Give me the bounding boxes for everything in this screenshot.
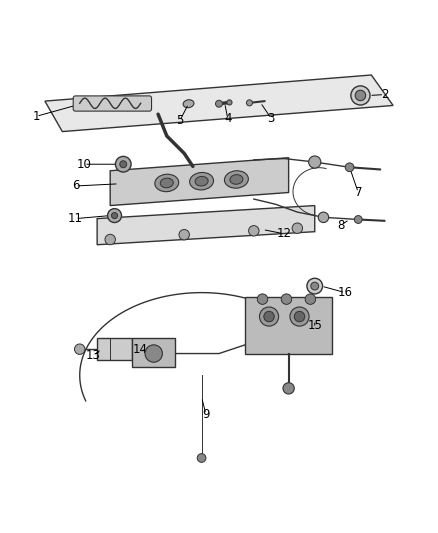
Circle shape [309, 156, 321, 168]
Text: 12: 12 [277, 228, 292, 240]
Text: 6: 6 [72, 180, 79, 192]
Text: 9: 9 [202, 408, 210, 421]
Circle shape [311, 282, 319, 290]
Circle shape [179, 230, 189, 240]
Ellipse shape [155, 174, 179, 192]
Text: 8: 8 [337, 219, 345, 232]
Ellipse shape [160, 178, 173, 188]
Text: 10: 10 [77, 158, 92, 171]
Circle shape [292, 223, 303, 233]
Text: 3: 3 [268, 112, 275, 125]
Circle shape [318, 212, 328, 223]
Ellipse shape [224, 171, 248, 188]
Polygon shape [132, 338, 176, 367]
Circle shape [227, 100, 232, 105]
Text: 2: 2 [381, 88, 388, 101]
Polygon shape [97, 338, 132, 360]
Text: 4: 4 [224, 112, 231, 125]
Polygon shape [97, 206, 315, 245]
Circle shape [283, 383, 294, 394]
Circle shape [290, 307, 309, 326]
Text: 13: 13 [85, 349, 100, 362]
Circle shape [355, 90, 366, 101]
Circle shape [197, 454, 206, 462]
Circle shape [259, 307, 279, 326]
Circle shape [112, 213, 117, 219]
Polygon shape [245, 297, 332, 353]
Circle shape [120, 161, 127, 168]
Circle shape [74, 344, 85, 354]
Circle shape [257, 294, 268, 304]
Circle shape [305, 294, 316, 304]
Ellipse shape [190, 173, 214, 190]
Circle shape [354, 215, 362, 223]
Polygon shape [45, 75, 393, 132]
Circle shape [215, 100, 223, 107]
Text: 11: 11 [68, 212, 83, 225]
Text: 16: 16 [338, 286, 353, 299]
Circle shape [264, 311, 274, 322]
Circle shape [345, 163, 354, 172]
Circle shape [247, 100, 253, 106]
Circle shape [145, 345, 162, 362]
Text: 15: 15 [307, 319, 322, 332]
Circle shape [351, 86, 370, 105]
Circle shape [105, 235, 116, 245]
Circle shape [294, 311, 305, 322]
Ellipse shape [230, 175, 243, 184]
FancyBboxPatch shape [73, 96, 152, 111]
Circle shape [116, 156, 131, 172]
Circle shape [249, 225, 259, 236]
Circle shape [281, 294, 292, 304]
Text: 1: 1 [32, 110, 40, 123]
Text: 7: 7 [354, 186, 362, 199]
Text: 5: 5 [176, 114, 184, 127]
Text: 14: 14 [133, 343, 148, 356]
Circle shape [307, 278, 322, 294]
Ellipse shape [195, 176, 208, 186]
Ellipse shape [183, 100, 194, 108]
Circle shape [108, 208, 121, 223]
Polygon shape [110, 158, 289, 206]
